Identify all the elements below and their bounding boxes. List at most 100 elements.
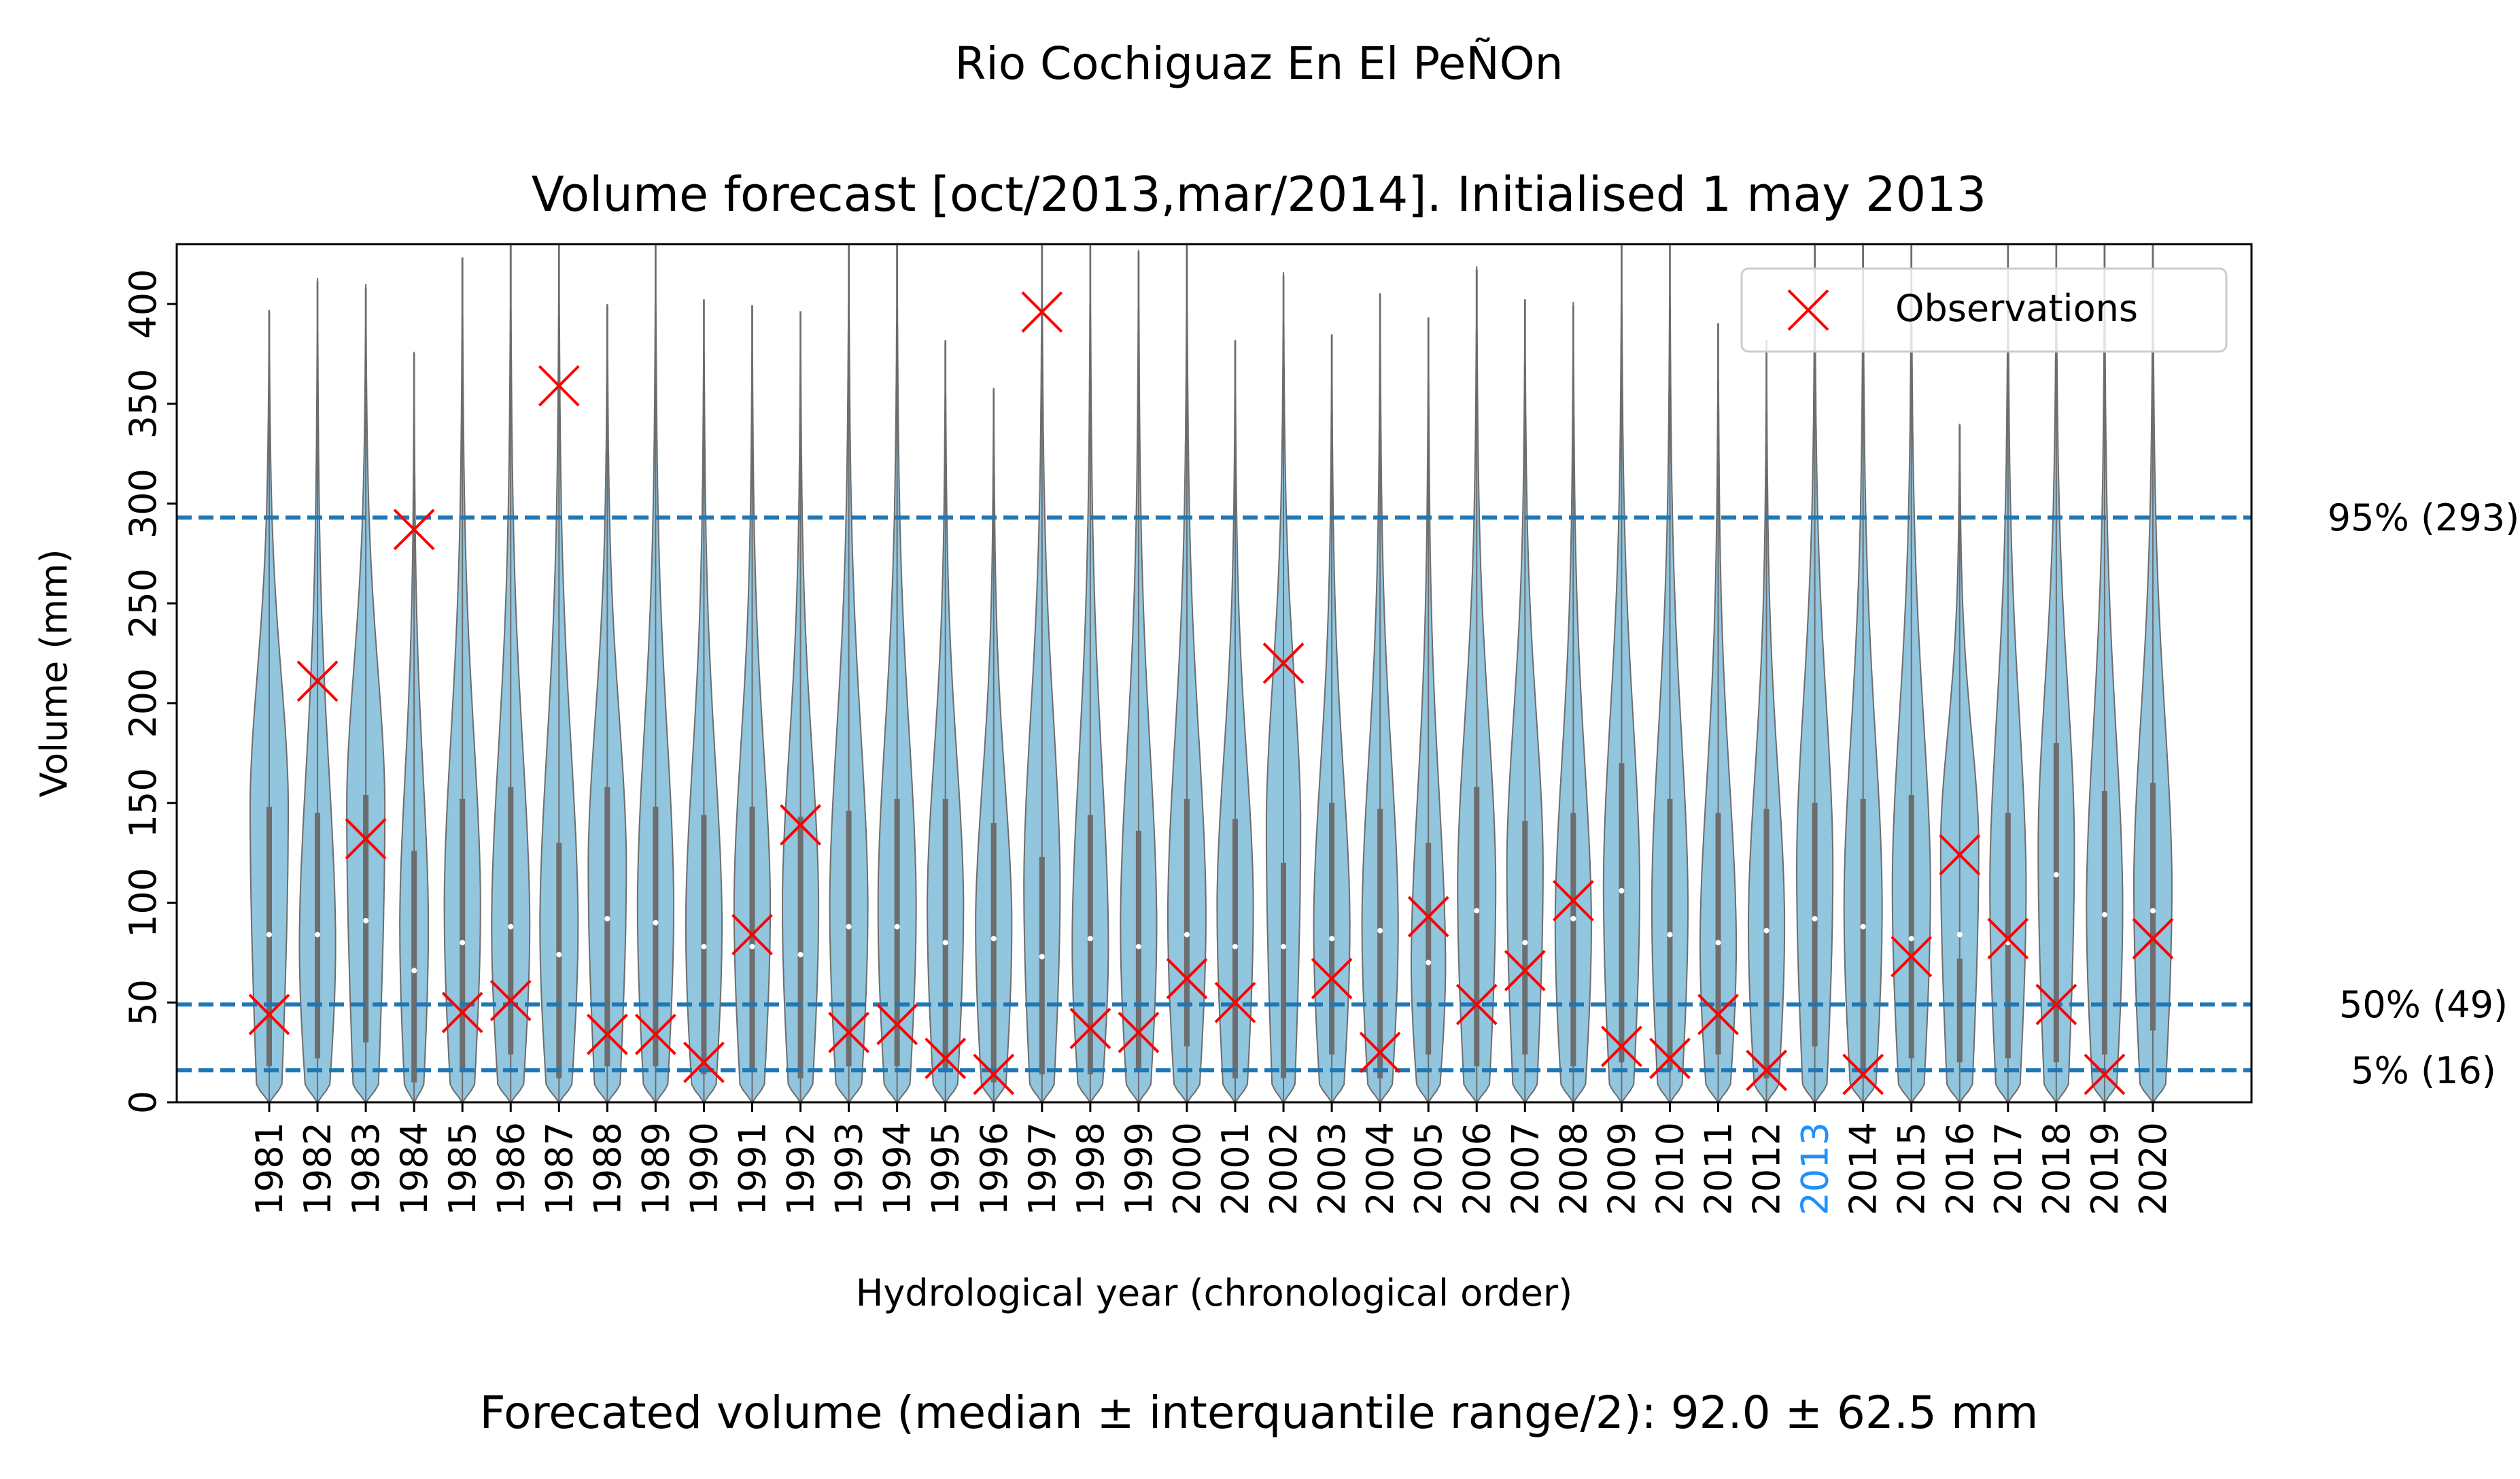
legend-box — [1740, 267, 2228, 353]
observation-marker — [1021, 291, 1063, 333]
violin-median — [2150, 908, 2156, 914]
violin-2016 — [1939, 424, 1980, 1103]
x-tick-label: 1993 — [828, 1122, 871, 1215]
violin-2000 — [1167, 244, 1207, 1103]
violin-median — [604, 915, 610, 921]
x-tick-label: 1986 — [489, 1122, 532, 1215]
x-tick-label: 2018 — [2035, 1122, 2078, 1215]
y-tick-label: 250 — [122, 568, 165, 639]
violin-median — [556, 951, 562, 957]
observation-marker — [1407, 896, 1449, 938]
x-tick-label: 1989 — [634, 1122, 677, 1215]
observation-marker — [1600, 1025, 1642, 1068]
y-tick-label: 150 — [122, 768, 165, 838]
observation-marker — [441, 991, 483, 1034]
violin-2018 — [2037, 244, 2075, 1103]
x-tick-label: 1991 — [731, 1122, 774, 1215]
observation-marker — [586, 1013, 628, 1055]
observation-marker — [1649, 1038, 1691, 1079]
observation-marker — [634, 1013, 676, 1055]
y-axis: 0 50 100 150 200 250 300 350 400 — [122, 269, 177, 1114]
violin-median — [1956, 932, 1963, 938]
violin-1994 — [877, 244, 917, 1103]
x-tick-label: 1998 — [1069, 1122, 1112, 1215]
violin-median — [846, 923, 852, 930]
x-tick-label: 2000 — [1166, 1122, 1209, 1215]
violin-1998 — [1071, 244, 1109, 1103]
observation-marker — [1842, 1053, 1884, 1095]
legend-label: Observations — [1895, 287, 2138, 330]
x-tick-label: 2019 — [2084, 1122, 2126, 1215]
violin-median — [653, 919, 659, 925]
x-tick-label: 2002 — [1262, 1122, 1305, 1215]
violin-median — [1860, 923, 1866, 930]
reference-line-labels: 95% (293) 50% (49) 5% (16) — [2328, 496, 2519, 1092]
x-tick-label: 2020 — [2132, 1122, 2175, 1215]
violin-median — [1619, 887, 1625, 894]
violin-median — [990, 936, 997, 942]
violin-median — [1763, 928, 1770, 934]
figure-suptitle: Rio Cochiguaz En El PeÑOn — [955, 37, 1564, 90]
x-tick-label: 2006 — [1455, 1122, 1498, 1215]
x-tick-label: 1984 — [393, 1122, 436, 1215]
x-tick-label: 1995 — [925, 1122, 967, 1215]
reference-lines-layer — [177, 515, 2251, 1073]
x-tick-label: 2005 — [1407, 1122, 1450, 1215]
reference-line-label: 5% (16) — [2351, 1049, 2496, 1092]
x-tick-label: 2010 — [1649, 1122, 1691, 1215]
violin-1982 — [298, 277, 336, 1103]
violin-median — [2053, 872, 2059, 878]
reference-line-label: 50% (49) — [2339, 983, 2508, 1026]
observation-marker — [1987, 917, 2029, 959]
x-tick-label: 1994 — [876, 1122, 919, 1215]
x-tick-label: 1982 — [296, 1122, 339, 1215]
violin-1988 — [587, 304, 627, 1103]
violin-2003 — [1313, 334, 1351, 1103]
observation-marker — [731, 914, 773, 955]
violin-2001 — [1216, 339, 1254, 1103]
observation-marker — [345, 818, 387, 860]
y-tick-label: 300 — [122, 469, 165, 539]
x-tick-label: 2008 — [1552, 1122, 1595, 1215]
violin-median — [1908, 936, 1914, 942]
observation-marker — [828, 1011, 870, 1053]
violin-2013 — [1796, 244, 1834, 1103]
observation-marker — [1504, 949, 1546, 991]
violin-1997 — [1023, 244, 1061, 1103]
violin-median — [508, 923, 514, 930]
violin-median — [749, 944, 755, 950]
violin-median — [1281, 944, 1287, 950]
violin-1983 — [346, 284, 386, 1103]
violin-1989 — [636, 244, 674, 1103]
violin-2004 — [1361, 293, 1399, 1103]
violin-1993 — [829, 244, 869, 1103]
x-axis: 1981 1982 1983 1984 1985 1986 1987 1988 1989 1990… — [248, 1102, 2175, 1215]
violin-median — [1087, 936, 1093, 942]
forecast-summary: Forecated volume (median ± interquantile… — [480, 1387, 2039, 1439]
observation-marker — [1455, 983, 1498, 1025]
y-tick-label: 50 — [122, 979, 165, 1026]
x-tick-label: 2013 — [1794, 1122, 1837, 1215]
violin-median — [894, 923, 900, 930]
x-tick-label: 1996 — [973, 1122, 1016, 1215]
violin-median — [1474, 908, 1480, 914]
y-tick-label: 100 — [122, 868, 165, 938]
violin-median — [1329, 936, 1335, 942]
violins-layer — [249, 244, 2173, 1103]
x-tick-label: 1997 — [1021, 1122, 1064, 1215]
observation-marker — [1891, 936, 1933, 978]
violin-2012 — [1747, 339, 1786, 1103]
violin-median — [411, 968, 417, 974]
violin-median — [1232, 944, 1238, 950]
observation-marker — [780, 804, 821, 846]
violin-median — [1184, 932, 1190, 938]
violin-median — [942, 940, 948, 946]
y-tick-label: 400 — [122, 269, 165, 339]
violin-median — [701, 944, 707, 950]
violin-median — [1135, 944, 1141, 950]
observation-marker — [2132, 917, 2174, 959]
observation-marker — [1939, 834, 1981, 876]
observation-marker — [1697, 993, 1739, 1036]
violin-median — [1570, 915, 1576, 921]
